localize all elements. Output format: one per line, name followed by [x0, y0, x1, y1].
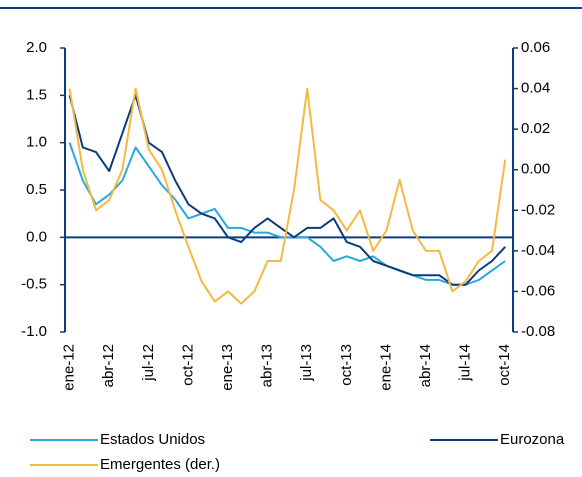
- x-tick-label: abr-12: [100, 344, 117, 387]
- y2-tick-label: 0.04: [521, 80, 550, 97]
- legend-label: Estados Unidos: [100, 431, 205, 448]
- series-line: [68, 142, 506, 286]
- y-tick-label: -1.0: [21, 323, 47, 340]
- y-tick-label: 0.0: [26, 228, 47, 245]
- y2-tick-label: 0.00: [521, 161, 550, 178]
- x-tick-label: jul-13: [298, 344, 315, 382]
- y2-tick-label: -0.02: [521, 201, 555, 218]
- y-tick-label: 2.0: [26, 39, 47, 56]
- y2-tick-label: -0.08: [521, 323, 555, 340]
- x-tick-label: oct-14: [496, 344, 513, 386]
- legend-label: Eurozona: [500, 431, 565, 448]
- y-tick-label: 1.0: [26, 134, 47, 151]
- x-tick-label: oct-13: [338, 344, 355, 386]
- y2-tick-label: -0.04: [521, 242, 555, 259]
- x-tick-label: jul-12: [140, 344, 157, 382]
- y2-tick-label: 0.02: [521, 120, 550, 137]
- x-tick-label: abr-13: [259, 344, 276, 387]
- legend-label: Emergentes (der.): [100, 456, 220, 473]
- x-tick-label: ene-13: [219, 344, 236, 391]
- x-tick-label: abr-14: [417, 344, 434, 387]
- x-tick-label: ene-12: [61, 344, 78, 391]
- x-tick-label: jul-14: [457, 344, 474, 382]
- y-tick-label: 0.5: [26, 181, 47, 198]
- x-tick-label: oct-12: [179, 344, 196, 386]
- y-tick-label: 1.5: [26, 86, 47, 103]
- y2-tick-label: -0.06: [521, 282, 555, 299]
- y2-tick-label: 0.06: [521, 39, 550, 56]
- x-tick-label: ene-14: [377, 344, 394, 391]
- y-tick-label: -0.5: [21, 276, 47, 293]
- series-line: [68, 87, 507, 305]
- series-line: [68, 94, 506, 286]
